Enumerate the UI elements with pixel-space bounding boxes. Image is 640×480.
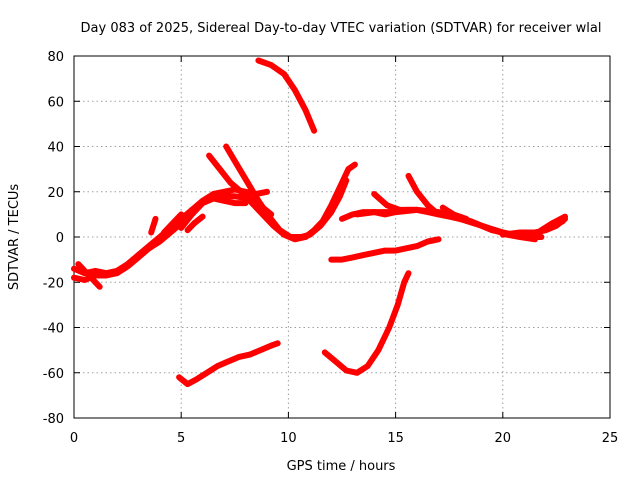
chart-title: Day 083 of 2025, Sidereal Day-to-day VTE… <box>81 21 602 36</box>
y-tick-label: 60 <box>47 95 64 110</box>
y-tick-label: -80 <box>43 412 64 427</box>
data-series-line <box>184 213 206 234</box>
data-series-line <box>223 143 350 240</box>
data-series-line <box>255 57 318 134</box>
x-axis-label: GPS time / hours <box>287 459 396 474</box>
data-series-line <box>439 204 470 222</box>
x-tick-label: 10 <box>280 431 297 446</box>
x-tick-label: 15 <box>387 431 404 446</box>
data-series-line <box>328 236 442 263</box>
x-tick-label: 5 <box>177 431 185 446</box>
y-tick-label: 0 <box>56 231 64 246</box>
data-series-line <box>75 261 103 290</box>
data-series-line <box>148 215 159 236</box>
y-tick-label: 40 <box>47 141 64 156</box>
data-series-line <box>405 172 442 218</box>
data-series-line <box>321 270 412 376</box>
data-series-line <box>499 218 566 238</box>
data-series-line <box>176 340 281 388</box>
x-tick-label: 20 <box>495 431 512 446</box>
y-tick-label: 80 <box>47 50 64 65</box>
data-series-line <box>538 213 568 234</box>
y-tick-label: -40 <box>43 322 64 337</box>
series-layer <box>71 57 568 388</box>
x-tick-label: 25 <box>602 431 619 446</box>
y-tick-label: -20 <box>43 276 64 291</box>
y-axis-label: SDTVAR / TECUs <box>7 184 22 291</box>
y-tick-label: -60 <box>43 367 64 382</box>
data-series-line <box>161 211 185 236</box>
x-tick-label: 0 <box>70 431 78 446</box>
axis-ticks: 0 5 10 15 20 25 -80 -60 -40 -20 0 20 40 60 80 <box>43 50 619 446</box>
data-series-line <box>371 191 420 213</box>
y-tick-label: 20 <box>47 186 64 201</box>
